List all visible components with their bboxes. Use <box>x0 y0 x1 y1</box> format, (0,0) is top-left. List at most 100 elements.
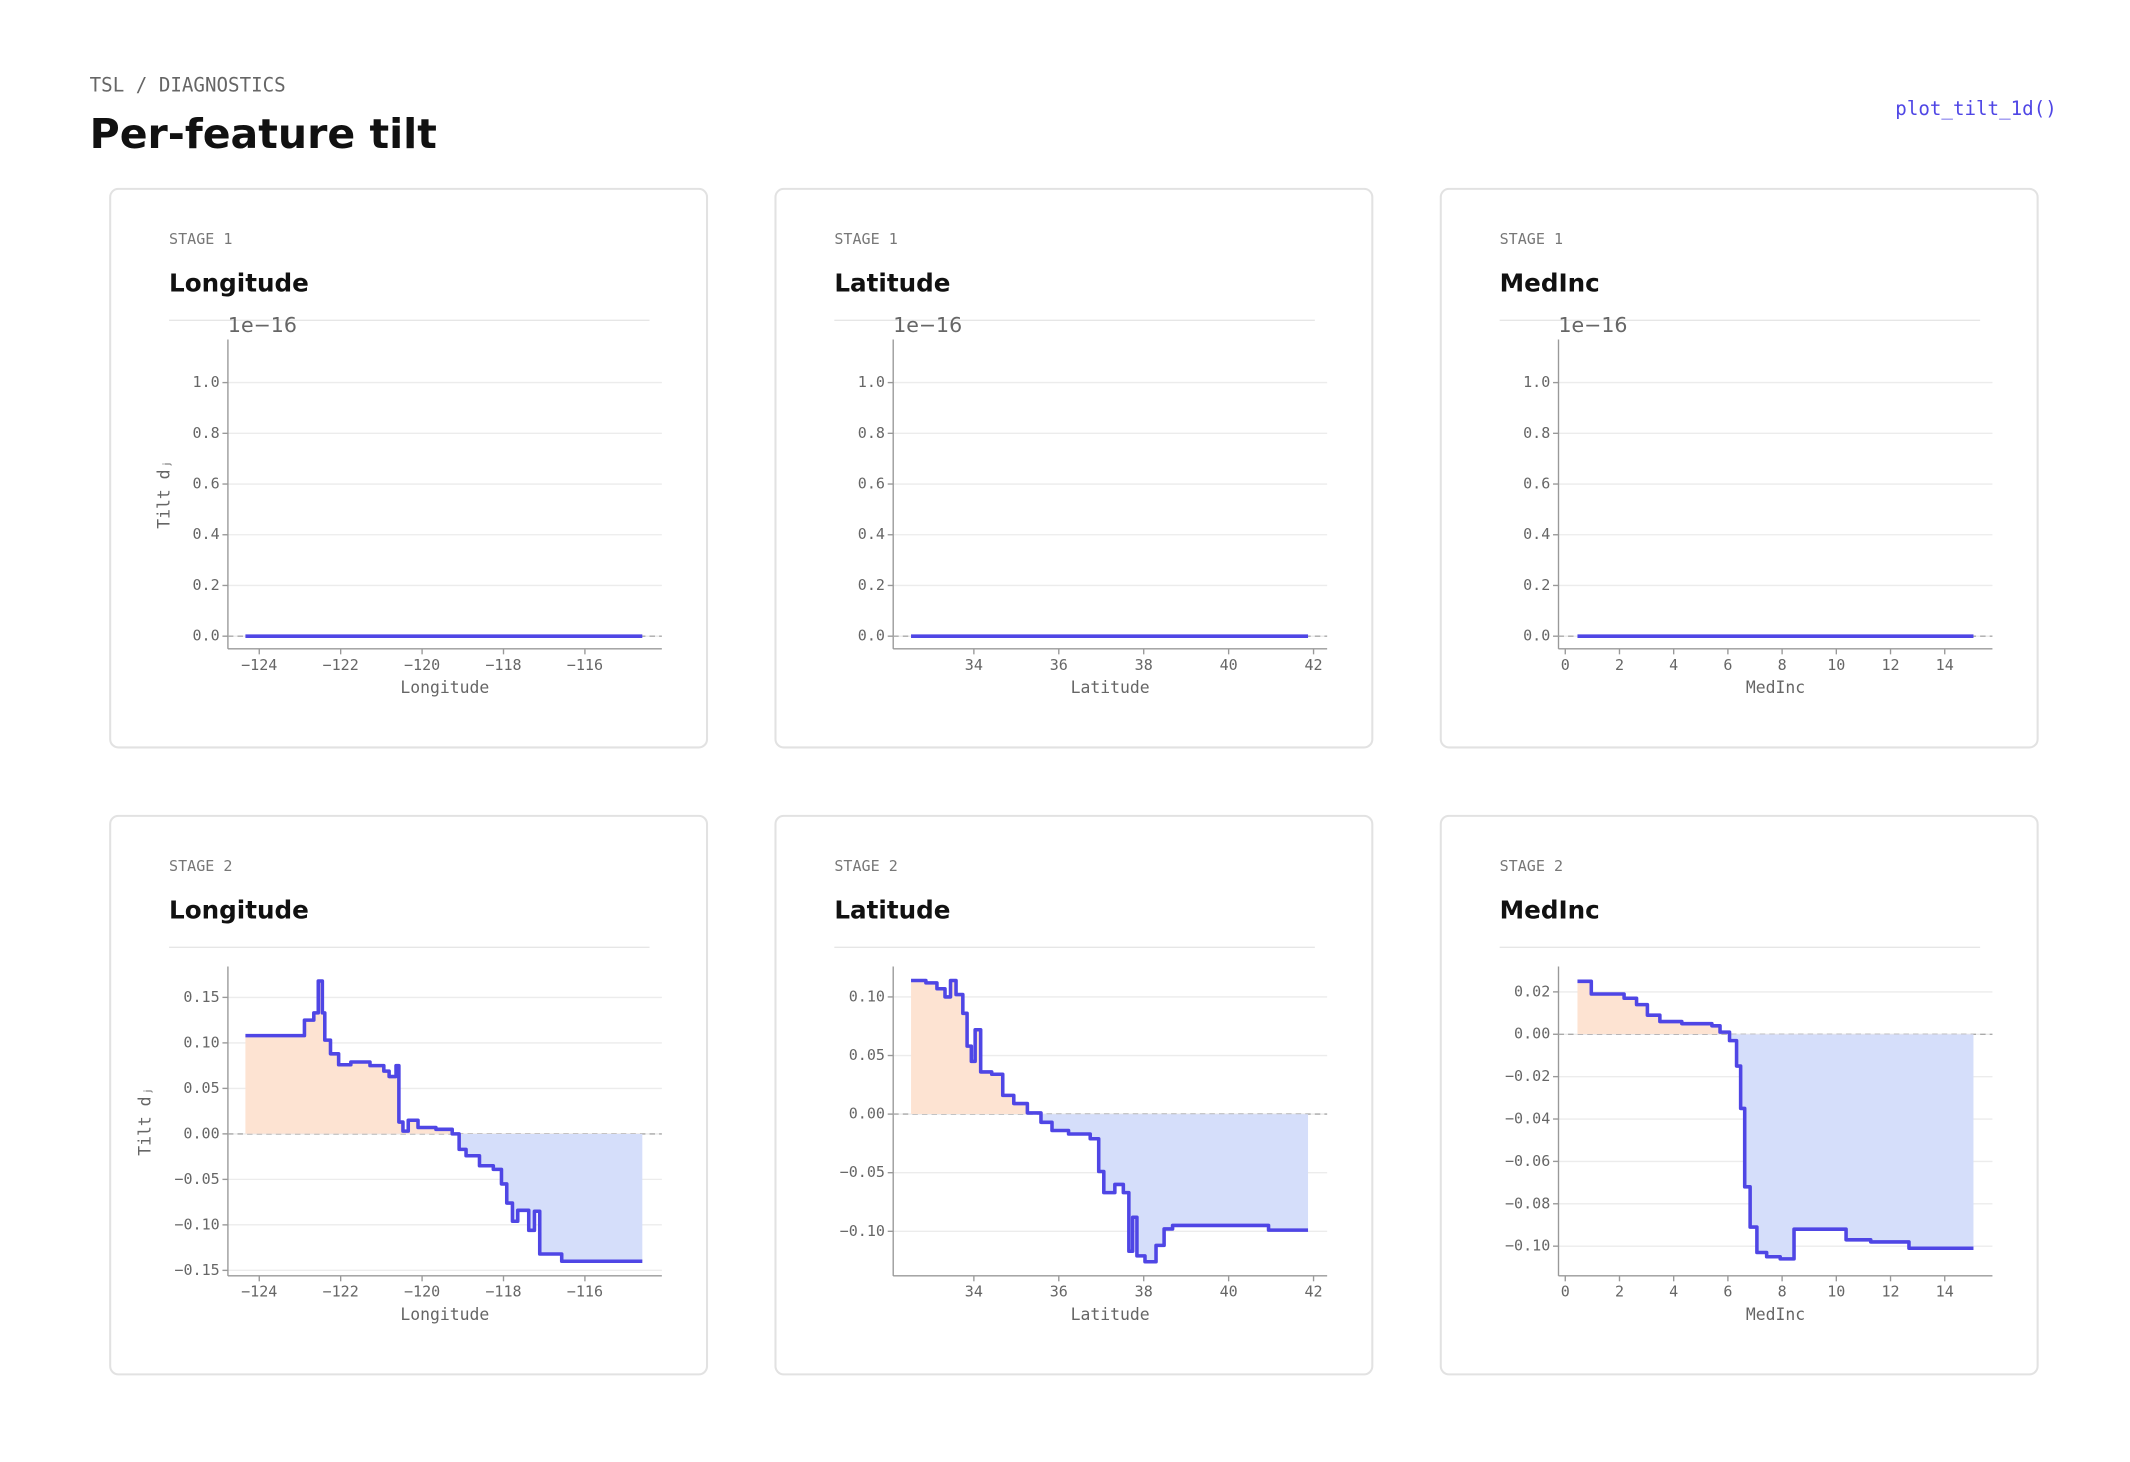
card <box>774 187 1374 749</box>
y-tick-label: 0.0 <box>193 627 220 645</box>
y-tick-label: 0.2 <box>858 576 885 594</box>
y-tick-label: 1.0 <box>858 373 885 391</box>
stage-label: STAGE 1 <box>834 230 897 248</box>
y-tick-label: 0.00 <box>183 1124 219 1142</box>
x-tick-label: 0 <box>1561 656 1570 674</box>
y-tick-label: −0.05 <box>840 1163 885 1181</box>
offset-text: 1e−16 <box>228 313 297 337</box>
tilt-line <box>1577 979 1974 1261</box>
x-tick-label: 38 <box>1135 656 1153 674</box>
y-tick-label: 0.4 <box>858 525 885 543</box>
stage-label: STAGE 1 <box>1500 230 1563 248</box>
stage-label: STAGE 1 <box>169 230 232 248</box>
y-tick-label: 0.0 <box>858 627 885 645</box>
positive-area <box>1577 981 1974 1035</box>
x-tick-label: 8 <box>1778 656 1787 674</box>
x-tick-label: 38 <box>1135 1283 1153 1301</box>
x-tick-label: 2 <box>1615 1283 1624 1301</box>
card <box>1439 187 2039 749</box>
negative-area <box>245 1133 643 1262</box>
chart-title: Latitude <box>834 896 950 925</box>
y-axis-label: Tilt dⱼ <box>154 460 173 529</box>
x-tick-label: 34 <box>965 1283 983 1301</box>
positive-area <box>245 981 453 1134</box>
x-tick-label: 0 <box>1561 1283 1570 1301</box>
x-tick-label: 10 <box>1827 1283 1845 1301</box>
y-tick-label: 1.0 <box>1523 373 1550 391</box>
y-tick-label: 0.2 <box>1523 576 1550 594</box>
x-tick-label: 6 <box>1723 1283 1732 1301</box>
y-tick-label: 0.10 <box>849 987 885 1005</box>
x-tick-label: −116 <box>567 656 603 674</box>
x-tick-label: −124 <box>241 656 277 674</box>
y-tick-label: 0.8 <box>858 424 885 442</box>
charts: STAGE 1 Longitude 0.0 0.2 0.4 0.6 0.8 1.0 −124 −1… <box>109 187 2039 1376</box>
x-tick-label: 36 <box>1050 1283 1068 1301</box>
y-tick-label: 0.8 <box>193 424 220 442</box>
y-tick-label: −0.10 <box>1505 1237 1550 1255</box>
x-tick-label: −118 <box>485 1283 521 1301</box>
x-tick-label: 2 <box>1615 656 1624 674</box>
chart-card: STAGE 1 MedInc 0.0 0.2 0.4 0.6 0.8 1.0 0 2 4 6 8 10 12… <box>1439 187 2039 749</box>
chart-title: Longitude <box>169 269 309 298</box>
y-tick-label: 0.02 <box>1514 982 1550 1000</box>
x-tick-label: 10 <box>1827 656 1845 674</box>
x-axis-label: MedInc <box>1746 678 1805 697</box>
y-tick-label: 0.6 <box>193 475 220 493</box>
chart-card: STAGE 2 Latitude −0.10 −0.05 0.00 0.05 0.10 34 3… <box>774 814 1374 1376</box>
x-tick-label: −122 <box>323 1283 359 1301</box>
y-tick-label: −0.06 <box>1505 1152 1550 1170</box>
x-tick-label: 36 <box>1050 656 1068 674</box>
y-tick-label: −0.08 <box>1505 1194 1550 1212</box>
card <box>774 814 1374 1376</box>
y-tick-label: −0.10 <box>840 1222 885 1240</box>
x-tick-label: 4 <box>1669 656 1678 674</box>
x-tick-label: 12 <box>1881 1283 1899 1301</box>
y-tick-label: 0.6 <box>1523 475 1550 493</box>
chart-title: Longitude <box>169 896 309 925</box>
x-tick-label: 40 <box>1220 656 1238 674</box>
x-axis-label: MedInc <box>1746 1305 1805 1324</box>
card <box>109 187 709 749</box>
y-tick-label: 0.10 <box>183 1033 219 1051</box>
y-tick-label: 0.4 <box>193 525 220 543</box>
chart-title: MedInc <box>1500 269 1600 298</box>
y-tick-label: −0.10 <box>174 1215 219 1233</box>
x-tick-label: 34 <box>965 656 983 674</box>
tilt-line <box>911 978 1309 1264</box>
x-tick-label: 4 <box>1669 1283 1678 1301</box>
chart-title: MedInc <box>1500 896 1600 925</box>
breadcrumb: TSL / DIAGNOSTICS <box>90 74 286 97</box>
x-tick-label: 42 <box>1304 1283 1322 1301</box>
function-name: plot_tilt_1d() <box>1895 97 2056 120</box>
y-tick-label: 0.00 <box>849 1105 885 1123</box>
y-axis-label: Tilt dⱼ <box>135 1087 154 1156</box>
x-tick-label: 8 <box>1778 1283 1787 1301</box>
stage-label: STAGE 2 <box>169 857 232 875</box>
y-tick-label: 0.2 <box>193 576 220 594</box>
x-axis-label: Longitude <box>400 678 489 697</box>
stage-label: STAGE 2 <box>834 857 897 875</box>
x-axis-label: Longitude <box>400 1305 489 1324</box>
y-tick-label: 0.6 <box>858 475 885 493</box>
y-tick-label: 0.4 <box>1523 525 1550 543</box>
x-tick-label: 14 <box>1936 1283 1954 1301</box>
chart-title: Latitude <box>834 269 950 298</box>
offset-text: 1e−16 <box>893 313 962 337</box>
offset-text: 1e−16 <box>1558 313 1627 337</box>
x-axis-label: Latitude <box>1071 1305 1150 1324</box>
y-tick-label: 1.0 <box>193 373 220 391</box>
y-tick-label: 0.00 <box>1514 1025 1550 1043</box>
y-tick-label: 0.15 <box>183 988 219 1006</box>
chart-card: STAGE 1 Longitude 0.0 0.2 0.4 0.6 0.8 1.0 −124 −1… <box>109 187 709 749</box>
chart-card: STAGE 1 Latitude 0.0 0.2 0.4 0.6 0.8 1.0 34 36 38 4… <box>774 187 1374 749</box>
x-tick-label: 40 <box>1220 1283 1238 1301</box>
y-tick-label: −0.05 <box>174 1170 219 1188</box>
y-tick-label: −0.04 <box>1505 1110 1550 1128</box>
stage-label: STAGE 2 <box>1500 857 1563 875</box>
y-tick-label: −0.02 <box>1505 1067 1550 1085</box>
y-tick-label: −0.15 <box>174 1261 219 1279</box>
chart-card: STAGE 2 Longitude −0.15 −0.10 −0.05 0.00 0.05 0… <box>109 814 709 1376</box>
